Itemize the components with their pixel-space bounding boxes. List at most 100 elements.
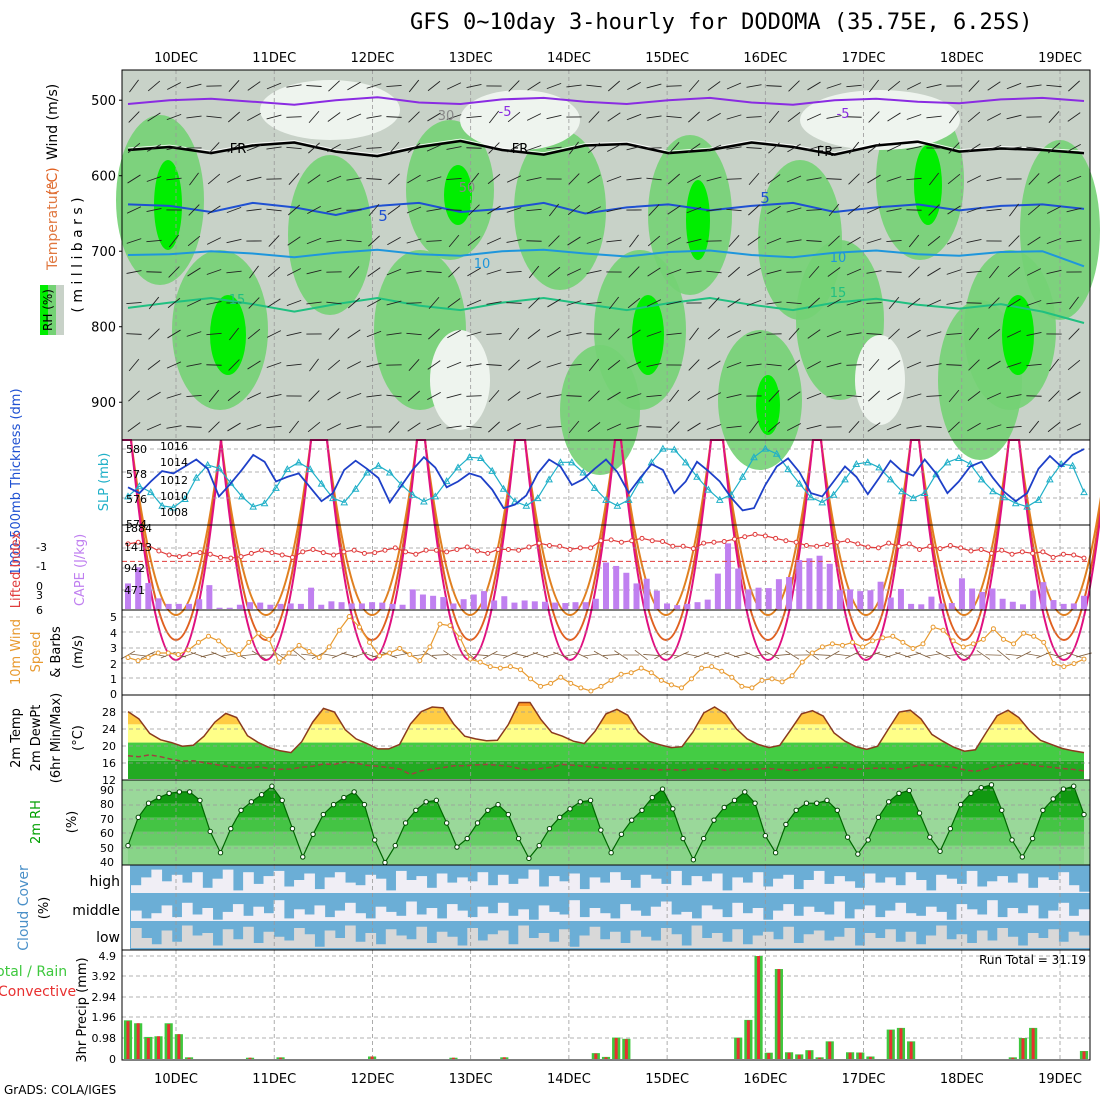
cloud-layer-bar — [701, 938, 713, 948]
wind-barb — [928, 172, 940, 186]
lifted-index-marker — [958, 545, 964, 551]
rh2m-marker — [238, 807, 244, 813]
cape-bar — [796, 559, 803, 609]
pressure-tick-label: 800 — [91, 321, 116, 336]
wind-speed-marker — [356, 624, 362, 630]
temp-band — [128, 724, 1084, 743]
cloud-layer-bar — [997, 876, 1008, 893]
wind-barb — [208, 389, 220, 403]
top-date-label: 14DEC — [547, 51, 591, 66]
wind-barb — [666, 300, 682, 306]
lifted-index-marker — [803, 542, 809, 548]
wind-barb — [886, 176, 902, 182]
wind-barb — [508, 80, 520, 92]
wind-barb — [948, 142, 960, 154]
wind-speed-marker — [709, 664, 715, 670]
cape-bar — [999, 598, 1006, 609]
wind-barb — [607, 80, 621, 92]
lifted-index-marker — [423, 547, 429, 553]
rh2m-marker — [443, 820, 450, 826]
wind-barb — [566, 84, 582, 88]
cloud-axis-label: Cloud Cover — [16, 865, 32, 951]
wind-barb-10m — [391, 653, 408, 657]
wind-barb — [1047, 421, 1061, 433]
cloud-layer-bar — [905, 872, 917, 893]
wind-barb-10m — [603, 654, 620, 656]
wind-speed-marker — [578, 685, 584, 691]
cloud-layer-label: high — [89, 874, 120, 890]
wind-speed-marker — [226, 647, 232, 653]
precip-convective-bar — [909, 1041, 913, 1059]
cloud-layer-bar — [151, 913, 163, 921]
rh2m-marker — [937, 848, 943, 854]
rh2m-marker — [125, 842, 131, 849]
wind-barb-10m — [997, 649, 1010, 661]
pressure-tick-label: 500 — [91, 94, 116, 109]
cloud-layer-bar — [854, 909, 866, 921]
wind-barb — [588, 390, 600, 402]
wind-speed-marker — [658, 677, 664, 683]
wind-barb — [146, 207, 162, 213]
cape-bar — [816, 555, 823, 609]
wind-barb — [788, 328, 800, 340]
wind-barb — [967, 391, 981, 401]
bottom-date-label: 10DEC — [154, 1072, 198, 1087]
slp-marker — [454, 463, 462, 471]
rh2m-marker — [618, 831, 625, 838]
wind-barb-10m — [582, 653, 599, 657]
wind-barb — [947, 173, 961, 185]
wind-barb — [128, 390, 140, 402]
wind-barb — [1068, 80, 1080, 92]
cape-bar — [745, 589, 752, 609]
lifted-index-marker — [485, 550, 491, 556]
contour-label: 15 — [229, 293, 246, 308]
wind-barb-10m — [643, 654, 660, 656]
wind-barb — [706, 424, 722, 430]
wind-barb — [186, 115, 202, 119]
lifted-index-marker — [845, 538, 851, 544]
wind-barb — [588, 358, 600, 372]
wind-speed-marker — [507, 664, 513, 670]
lifted-index-marker — [1050, 554, 1056, 560]
cloud-layer-bar — [956, 904, 968, 921]
wind-barb — [1006, 114, 1022, 120]
cloud-layer-bar — [181, 925, 193, 948]
temp-axis-label: 2m DewPt — [29, 705, 44, 772]
cloud-layer-bar — [864, 905, 876, 921]
wind-barb — [387, 205, 401, 215]
wind-barb — [546, 82, 562, 90]
lifted-index-marker — [248, 550, 254, 556]
wind-barb — [947, 205, 961, 215]
slp-marker — [898, 487, 906, 495]
wind-barb — [568, 420, 580, 434]
wind-barb — [906, 82, 922, 90]
temp2m-line — [127, 701, 1085, 754]
wind-barb — [847, 236, 861, 246]
rh2m-marker — [505, 811, 512, 818]
wind-speed-marker — [1081, 656, 1087, 662]
wind-barb — [388, 173, 400, 185]
rh2m-marker — [1071, 783, 1077, 789]
rh2m-marker — [515, 835, 522, 842]
wind-barb-10m — [744, 651, 760, 659]
cloud-layer-bar — [783, 904, 794, 921]
wind-barb-10m — [825, 650, 840, 660]
wind-barb-10m — [834, 653, 851, 657]
wind-barb-10m — [130, 653, 147, 657]
wind-barb — [546, 362, 562, 368]
wind-barb — [1068, 328, 1080, 340]
wind-barb — [308, 142, 320, 154]
lifted-index-line — [127, 533, 1085, 559]
cloud-layer-bar — [385, 929, 397, 948]
precip-convective-bar — [187, 1057, 191, 1059]
rh2m-marker — [135, 814, 141, 821]
rh2m-marker — [1009, 837, 1015, 843]
wind-barb — [726, 208, 742, 212]
cape-bar — [491, 600, 498, 609]
wind-barb — [528, 297, 540, 309]
wind-barb-10m — [301, 653, 318, 657]
wind-barb — [606, 271, 622, 273]
rh2m-marker — [803, 800, 810, 806]
slp-marker — [499, 484, 508, 492]
wind-barb — [906, 145, 922, 151]
